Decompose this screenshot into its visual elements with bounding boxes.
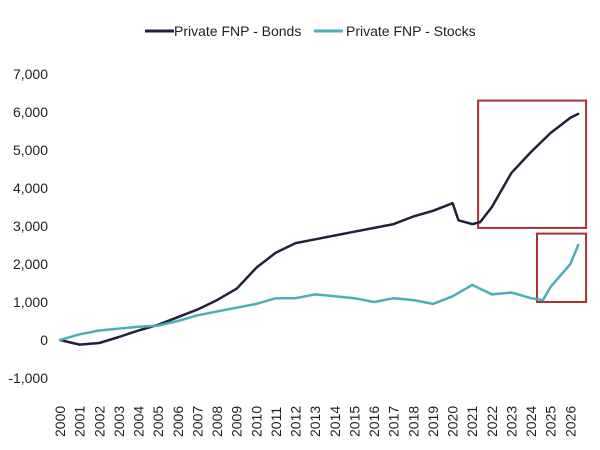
y-tick-label: 3,000 <box>13 218 48 234</box>
x-tick-label: 2000 <box>52 406 68 437</box>
highlight-box-2 <box>536 232 588 304</box>
x-tick-label: 2019 <box>425 406 441 437</box>
x-tick-label: 2001 <box>72 406 88 437</box>
legend: Private FNP - Bonds Private FNP - Stocks <box>145 23 476 39</box>
x-tick-label: 2016 <box>366 406 382 437</box>
x-tick-label: 2025 <box>543 406 559 437</box>
highlight-box-1 <box>477 99 588 229</box>
x-tick-label: 2010 <box>248 406 264 437</box>
x-tick-label: 2024 <box>523 406 539 437</box>
series-line-bonds <box>58 112 580 346</box>
y-tick-label: 7,000 <box>13 66 48 82</box>
x-tick-label: 2009 <box>229 406 245 437</box>
y-axis-tick-labels: -1,000 0 1,000 2,000 3,000 4,000 5,000 6,000 7,0… <box>8 66 48 386</box>
y-tick-label: 4,000 <box>13 180 48 196</box>
x-tick-label: 2011 <box>268 407 284 437</box>
x-tick-label: 2018 <box>405 406 421 437</box>
x-tick-label: 2026 <box>562 406 578 437</box>
y-tick-label: 2,000 <box>13 256 48 272</box>
x-tick-label: 2022 <box>484 406 500 437</box>
y-tick-label: 0 <box>40 332 48 348</box>
legend-label-stocks: Private FNP - Stocks <box>346 23 476 39</box>
x-tick-label: 2017 <box>386 406 402 437</box>
x-tick-label: 2013 <box>307 406 323 437</box>
series-lines <box>58 112 580 346</box>
x-tick-label: 2007 <box>189 406 205 437</box>
x-tick-label: 2008 <box>209 406 225 437</box>
y-tick-label: 1,000 <box>13 294 48 310</box>
x-tick-label: 2020 <box>445 406 461 437</box>
legend-label-bonds: Private FNP - Bonds <box>174 23 301 39</box>
x-tick-label: 2002 <box>91 406 107 437</box>
x-tick-label: 2015 <box>346 406 362 437</box>
series-line-stocks <box>58 243 580 342</box>
x-tick-label: 2005 <box>150 406 166 437</box>
highlight-boxes <box>477 99 588 304</box>
x-tick-label: 2012 <box>288 406 304 437</box>
x-tick-label: 2003 <box>111 406 127 437</box>
x-tick-label: 2006 <box>170 406 186 437</box>
x-tick-label: 2023 <box>503 406 519 437</box>
y-tick-label: -1,000 <box>8 370 48 386</box>
x-tick-label: 2021 <box>464 406 480 437</box>
x-tick-label: 2014 <box>327 406 343 437</box>
x-tick-label: 2004 <box>131 406 147 437</box>
y-tick-label: 5,000 <box>13 142 48 158</box>
x-axis-tick-labels: 2000 2001 2002 2003 2004 2005 2006 2007 2008 2009… <box>52 406 578 437</box>
y-tick-label: 6,000 <box>13 104 48 120</box>
